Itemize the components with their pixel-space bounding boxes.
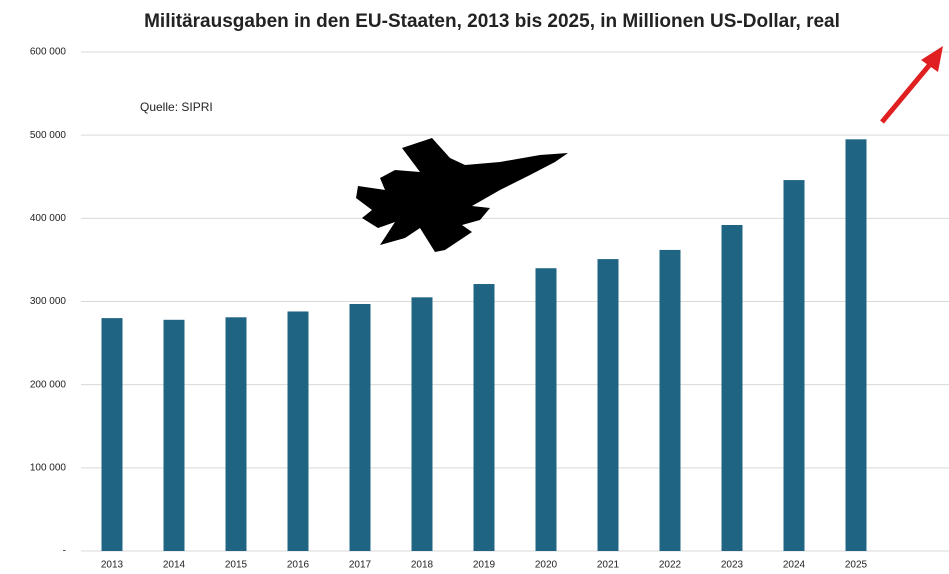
- x-tick-label: 2022: [659, 560, 682, 571]
- bar: [349, 303, 371, 551]
- x-tick-label: 2024: [783, 560, 806, 571]
- y-tick-label: 100 000: [30, 462, 67, 473]
- fighter-jet-icon: [356, 138, 568, 252]
- x-tick-label: 2025: [845, 560, 868, 571]
- x-tick-label: 2016: [287, 560, 310, 571]
- bar: [287, 311, 309, 551]
- trend-arrow-head: [921, 46, 943, 72]
- bar: [163, 319, 185, 551]
- bar: [659, 249, 681, 552]
- x-tick-label: 2013: [101, 560, 124, 571]
- x-tick-label: 2017: [349, 560, 372, 571]
- trend-arrow: [880, 60, 934, 124]
- y-tick-label: 300 000: [30, 296, 67, 307]
- bar: [473, 284, 495, 551]
- y-tick-label: 200 000: [30, 379, 67, 390]
- bar: [597, 259, 619, 551]
- bar: [225, 317, 247, 551]
- bar: [783, 180, 805, 551]
- x-tick-label: 2014: [163, 560, 186, 571]
- x-tick-label: 2018: [411, 560, 434, 571]
- bar: [411, 297, 433, 551]
- bar: [721, 224, 743, 551]
- bar: [101, 318, 123, 551]
- y-tick-label: -: [63, 546, 66, 557]
- y-tick-label: 400 000: [30, 213, 67, 224]
- x-tick-label: 2019: [473, 560, 496, 571]
- bar: [845, 139, 867, 551]
- x-tick-label: 2015: [225, 560, 248, 571]
- annotation: Quelle: SIPRI: [140, 100, 213, 114]
- plot-area: - 100 000 200 000 300 000 400 000 500 000 600 …: [30, 47, 949, 571]
- bar: [535, 268, 557, 551]
- x-tick-label: 2021: [597, 560, 620, 571]
- x-tick-label: 2020: [535, 560, 558, 571]
- x-tick-label: 2023: [721, 560, 744, 571]
- y-tick-label: 600 000: [30, 47, 67, 58]
- y-tick-label: 500 000: [30, 130, 67, 141]
- chart-title: Militärausgaben in den EU-Staaten, 2013 …: [144, 11, 840, 32]
